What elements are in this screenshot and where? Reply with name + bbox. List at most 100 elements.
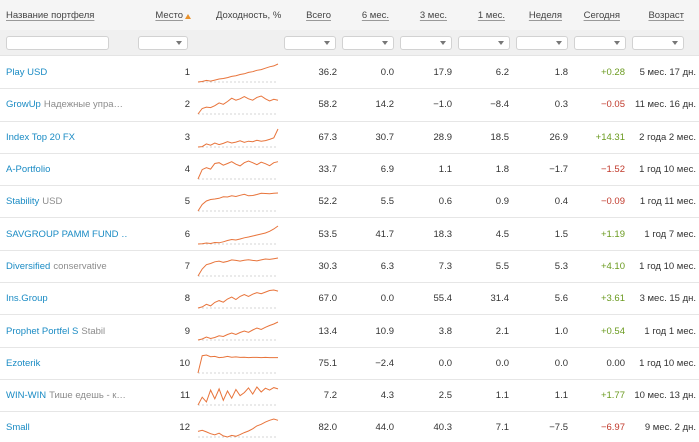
- sparkline-series: [197, 95, 279, 115]
- filter-6m-select[interactable]: [342, 36, 394, 50]
- column-header-name[interactable]: Название портфеля: [6, 10, 95, 21]
- portfolio-name-link[interactable]: Diversified: [6, 260, 51, 272]
- column-header-1m[interactable]: 1 мес.: [477, 10, 505, 21]
- return-week-cell: 5.3: [554, 260, 568, 272]
- portfolio-subtitle: Надежные управ…: [43, 99, 128, 111]
- column-header-total[interactable]: Всего: [306, 10, 331, 21]
- table-row[interactable]: SAVGROUP PAMM FUND … 6 53.5 41.7 18.3 4.5 1.5 +…: [0, 219, 699, 251]
- portfolio-name-link[interactable]: Index Top 20 FX: [6, 131, 76, 143]
- table-row[interactable]: A-Portfolio 4 33.7 6.9 1.1 1.8 −1.7 −1.52 1 год …: [0, 154, 699, 187]
- rank-cell: 12: [179, 422, 190, 434]
- rank-cell: 10: [179, 357, 190, 369]
- filter-age-select[interactable]: [632, 36, 684, 50]
- sparkline-series: [197, 289, 279, 309]
- portfolio-name-link[interactable]: SAVGROUP PAMM FUND …: [6, 228, 128, 240]
- table-row[interactable]: Small 12 82.0 44.0 40.3 7.1 −7.5 −6.97 9 мес. 2 …: [0, 412, 699, 442]
- return-week-cell: 5.6: [554, 293, 568, 305]
- portfolio-name-link[interactable]: Stability: [6, 196, 40, 208]
- column-header-6m[interactable]: 6 мес.: [361, 10, 389, 21]
- filter-rank-select[interactable]: [138, 36, 188, 50]
- table-row[interactable]: WIN-WIN Тише едешь - к… 11 7.2 4.3 2.5 1.1 1.1 +…: [0, 380, 699, 413]
- returns-sparkline[interactable]: [196, 319, 280, 343]
- filter-1m-select[interactable]: [458, 36, 510, 50]
- returns-sparkline[interactable]: [196, 352, 280, 376]
- total-return-cell: 67.3: [318, 131, 338, 143]
- portfolio-name-link[interactable]: Small: [6, 422, 30, 434]
- return-3m-cell: 2.5: [438, 390, 452, 402]
- return-6m-cell: 44.0: [375, 422, 395, 434]
- table-row[interactable]: GrowUp Надежные управ… 2 58.2 14.2 −1.0 −8.4 0.…: [0, 89, 699, 122]
- portfolio-name-link[interactable]: Prophet Portfel S: [6, 325, 79, 337]
- column-header-3m[interactable]: 3 мес.: [419, 10, 447, 21]
- filter-today-select[interactable]: [574, 36, 626, 50]
- portfolio-name-link[interactable]: Play USD: [6, 67, 48, 79]
- return-6m-cell: 10.9: [375, 325, 395, 337]
- returns-sparkline[interactable]: [196, 416, 280, 440]
- returns-sparkline[interactable]: [196, 61, 280, 85]
- rank-cell: 2: [184, 99, 190, 111]
- portfolio-name-link[interactable]: WIN-WIN: [6, 390, 47, 402]
- portfolio-name-cell: WIN-WIN Тише едешь - к…: [6, 380, 128, 411]
- return-1m-cell: 1.8: [495, 164, 509, 176]
- total-return-cell: 36.2: [318, 67, 338, 79]
- portfolio-name-cell: GrowUp Надежные управ…: [6, 89, 128, 120]
- total-return-cell: 82.0: [318, 422, 338, 434]
- return-1m-cell: 0.0: [495, 357, 509, 369]
- return-1m-cell: 7.1: [495, 422, 509, 434]
- return-6m-cell: 4.3: [380, 390, 394, 402]
- return-3m-cell: 55.4: [433, 293, 453, 305]
- return-1m-cell: 2.1: [495, 325, 509, 337]
- returns-sparkline[interactable]: [196, 93, 280, 117]
- portfolio-name-link[interactable]: GrowUp: [6, 99, 41, 111]
- total-return-cell: 53.5: [318, 228, 338, 240]
- return-1m-cell: 31.4: [490, 293, 510, 305]
- table-row[interactable]: Stability USD 5 52.2 5.5 0.6 0.9 0.4 −0.09 1 год …: [0, 186, 699, 219]
- return-3m-cell: 18.3: [433, 228, 453, 240]
- return-week-cell: 1.5: [554, 228, 568, 240]
- return-6m-cell: 41.7: [375, 228, 395, 240]
- returns-sparkline[interactable]: [196, 287, 280, 311]
- returns-sparkline[interactable]: [196, 223, 280, 247]
- portfolio-name-cell: Ins.Group: [6, 283, 128, 314]
- return-6m-cell: 30.7: [375, 131, 395, 143]
- table-row[interactable]: Diversified conservative 7 30.3 6.3 7.3 5.5 5.3…: [0, 251, 699, 284]
- return-week-cell: 1.8: [554, 67, 568, 79]
- age-cell: 1 год 10 мес.: [639, 260, 696, 272]
- return-3m-cell: 0.6: [438, 196, 452, 208]
- table-row[interactable]: Play USD 1 36.2 0.0 17.9 6.2 1.8 +0.28 5 мес. 17…: [0, 57, 699, 90]
- table-row[interactable]: Index Top 20 FX 3 67.3 30.7 28.9 18.5 26.9 +14.…: [0, 122, 699, 154]
- portfolio-name-link[interactable]: Ezoterik: [6, 357, 41, 369]
- return-6m-cell: 5.5: [380, 196, 394, 208]
- total-return-cell: 75.1: [318, 357, 338, 369]
- return-today-cell: +0.54: [600, 325, 625, 337]
- filter-total-select[interactable]: [284, 36, 336, 50]
- returns-sparkline[interactable]: [196, 384, 280, 408]
- portfolio-name-link[interactable]: Ins.Group: [6, 293, 48, 305]
- portfolio-name-cell: Prophet Portfel S Stabil: [6, 315, 128, 346]
- portfolio-name-link[interactable]: A-Portfolio: [6, 164, 51, 176]
- return-week-cell: 0.0: [554, 357, 568, 369]
- column-header-week[interactable]: Неделя: [528, 10, 562, 21]
- sparkline-series: [197, 128, 279, 148]
- sparkline-series: [197, 192, 279, 212]
- total-return-cell: 67.0: [318, 293, 338, 305]
- returns-sparkline[interactable]: [196, 190, 280, 214]
- filter-3m-select[interactable]: [400, 36, 452, 50]
- table-row[interactable]: Prophet Portfel S Stabil 9 13.4 10.9 3.8 2.1 1.…: [0, 315, 699, 348]
- column-header-rank[interactable]: Место: [155, 10, 183, 21]
- table-row[interactable]: Ezoterik 10 75.1 −2.4 0.0 0.0 0.0 0.00 1 год 10 …: [0, 348, 699, 380]
- rank-cell: 5: [184, 196, 190, 208]
- total-return-cell: 33.7: [318, 164, 338, 176]
- filter-name-input[interactable]: [6, 36, 109, 50]
- sort-ascending-icon[interactable]: [185, 14, 191, 19]
- returns-sparkline[interactable]: [196, 126, 280, 150]
- returns-sparkline[interactable]: [196, 158, 280, 182]
- age-cell: 1 год 1 мес.: [644, 325, 696, 337]
- filter-week-select[interactable]: [516, 36, 568, 50]
- column-header-today[interactable]: Сегодня: [583, 10, 620, 21]
- column-header-age[interactable]: Возраст: [648, 10, 684, 21]
- table-row[interactable]: Ins.Group 8 67.0 0.0 55.4 31.4 5.6 +3.61 3 мес. …: [0, 283, 699, 316]
- returns-sparkline[interactable]: [196, 255, 280, 279]
- total-return-cell: 52.2: [318, 196, 338, 208]
- return-week-cell: −7.5: [549, 422, 568, 434]
